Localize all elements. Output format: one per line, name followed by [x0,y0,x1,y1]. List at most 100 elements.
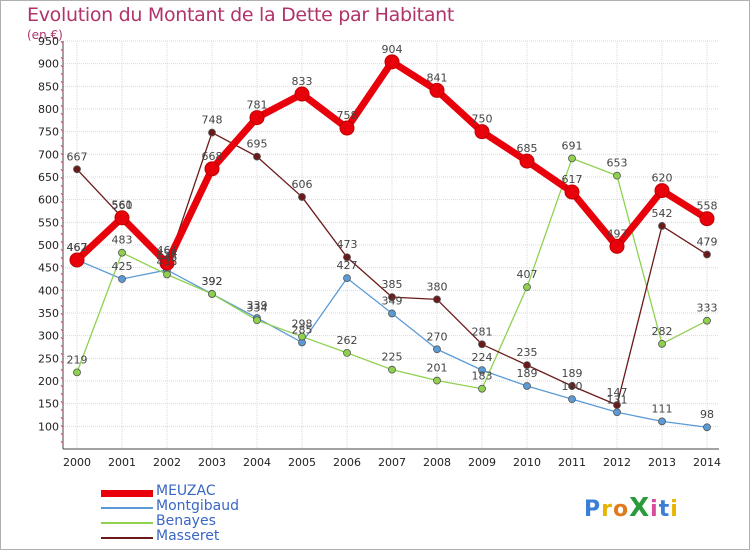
y-tick-label: 150 [38,398,59,411]
legend-label: Montgibaud [156,498,240,514]
axis-dash [60,344,64,349]
point-meuzac [429,82,445,98]
point-benayes [163,270,171,279]
data-label-montgibaud: 285 [292,323,313,336]
axis-dash [60,200,64,205]
point-montgibaud [478,366,486,375]
y-tick-label: 950 [38,35,59,48]
point-masseret [253,152,261,161]
data-label-benayes: 262 [337,334,358,347]
point-benayes [343,348,351,357]
x-tick-label: 2009 [468,456,496,469]
legend-swatch [101,537,153,539]
point-benayes [253,316,261,325]
point-montgibaud [613,408,621,417]
x-tick-label: 2006 [333,456,361,469]
data-label-montgibaud: 189 [517,367,538,380]
axis-dash [60,40,64,45]
axis-dash [60,96,64,101]
axis-dash [60,296,64,301]
point-montgibaud [433,345,441,354]
axis-dash [60,424,64,429]
data-label-meuzac: 560 [112,199,133,212]
point-montgibaud [388,309,396,318]
point-meuzac [339,120,355,136]
point-masseret [703,250,711,259]
data-label-meuzac: 904 [382,43,403,56]
logo-letter: i [650,497,659,522]
point-montgibaud [568,395,576,404]
point-meuzac [294,86,310,102]
chart-title: Evolution du Montant de la Dette par Hab… [27,4,455,26]
point-meuzac [159,255,175,271]
proxiti-logo: ProXiti [584,493,679,523]
axis-dash [60,280,64,285]
point-benayes [208,290,216,298]
legend-label: MEUZAC [156,483,216,499]
axis-dash [60,432,64,437]
data-labels: 462 560 464 668 781 833 758 904 841 750 685 617 497 6… [67,43,718,421]
point-meuzac [564,184,580,200]
axis-dash [60,320,64,325]
data-label-meuzac: 620 [652,172,673,185]
axis-dash [60,192,64,197]
axis-dash [60,136,64,141]
x-tick-label: 2007 [378,456,406,469]
logo-letter: X [629,493,651,523]
point-benayes [388,365,396,374]
point-meuzac [609,238,625,254]
logo-letter: P [584,497,602,522]
point-masseret [613,401,621,409]
axis-dash [60,440,64,445]
axis-dash [60,384,64,389]
data-label-masseret: 561 [112,198,133,211]
point-meuzac [699,211,715,227]
y-tick-label: 500 [38,239,59,252]
point-benayes [523,283,531,292]
legend-swatch [101,507,153,509]
data-label-benayes: 282 [652,325,673,338]
logo-letter: t [658,497,671,522]
y-tick-label: 200 [38,375,59,388]
x-tick-label: 2008 [423,456,451,469]
axis-dash [60,240,64,245]
x-tick-label: 2003 [198,456,226,469]
data-label-montgibaud: 270 [427,330,448,343]
axis-dash [60,408,64,413]
data-label-meuzac: 617 [562,173,583,186]
data-label-montgibaud: 467 [67,241,88,254]
axis-dash [60,160,64,165]
data-label-meuzac: 685 [517,142,538,155]
data-label-meuzac: 558 [697,200,718,213]
data-label-masseret: 695 [247,138,268,151]
data-label-benayes: 334 [247,301,268,314]
data-label-masseret: 281 [472,325,493,338]
data-label-benayes: 435 [157,255,178,268]
data-label-masseret: 385 [382,278,403,291]
data-label-benayes: 333 [697,302,718,315]
point-masseret [478,340,486,349]
data-label-montgibaud: 425 [112,260,133,273]
y-tick-label: 750 [38,126,59,139]
point-meuzac [384,54,400,70]
data-label-masseret: 542 [652,207,673,220]
x-tick-label: 2005 [288,456,316,469]
axis-dash [60,328,64,333]
axis-dash [60,256,64,261]
axis-dash [60,304,64,309]
data-label-meuzac: 497 [607,227,628,240]
point-benayes [118,248,126,257]
axis-dash [60,120,64,125]
axis-dash [60,288,64,293]
point-benayes [658,339,666,348]
logo-letter: i [670,497,679,522]
data-label-montgibaud: 427 [337,259,358,272]
data-label-benayes: 225 [382,351,403,364]
y-tick-label: 250 [38,352,59,365]
point-meuzac [249,110,265,126]
y-tick-label: 700 [38,148,59,161]
data-label-meuzac: 781 [247,99,268,112]
point-benayes [433,376,441,385]
axis-dash [60,216,64,221]
